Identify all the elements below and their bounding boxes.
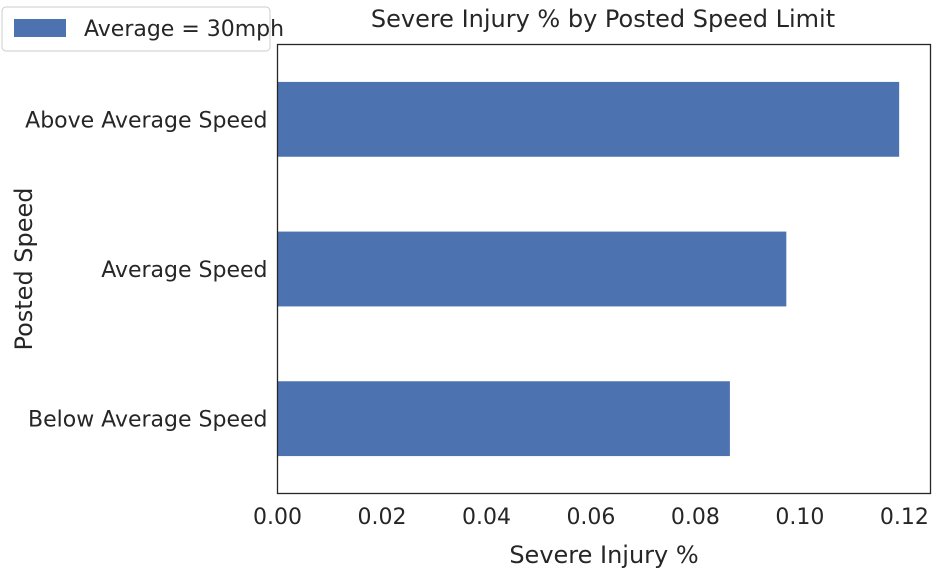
bar-below-average-speed (277, 381, 730, 457)
legend-label: Average = 30mph (84, 17, 284, 42)
bar-above-average-speed (277, 81, 900, 157)
y-tick-label: Average Speed (101, 258, 267, 283)
y-tick-labels: Below Average Speed Average Speed Above Av… (25, 108, 267, 432)
y-tick-label: Above Average Speed (25, 108, 267, 133)
x-tick-label: 0.08 (671, 505, 720, 530)
legend-frame (1, 6, 271, 52)
x-tick-label: 0.04 (462, 505, 511, 530)
bars-group (277, 81, 900, 457)
chart-title: Severe Injury % by Posted Speed Limit (371, 5, 835, 33)
y-axis-title: Posted Speed (10, 187, 38, 350)
x-tick-label: 0.12 (880, 505, 929, 530)
bar-average-speed (277, 231, 787, 307)
x-ticks: 0.00 0.02 0.04 0.06 0.08 0.10 0.12 (253, 505, 929, 530)
x-tick-label: 0.02 (357, 505, 406, 530)
legend-swatch (14, 19, 66, 37)
y-tick-label: Below Average Speed (28, 408, 268, 433)
x-tick-label: 0.10 (775, 505, 824, 530)
x-axis-title: Severe Injury % (509, 541, 698, 569)
x-tick-label: 0.06 (566, 505, 615, 530)
plot-frame (276, 43, 932, 495)
legend: Average = 30mph (1, 6, 284, 52)
x-tick-label: 0.00 (253, 505, 302, 530)
